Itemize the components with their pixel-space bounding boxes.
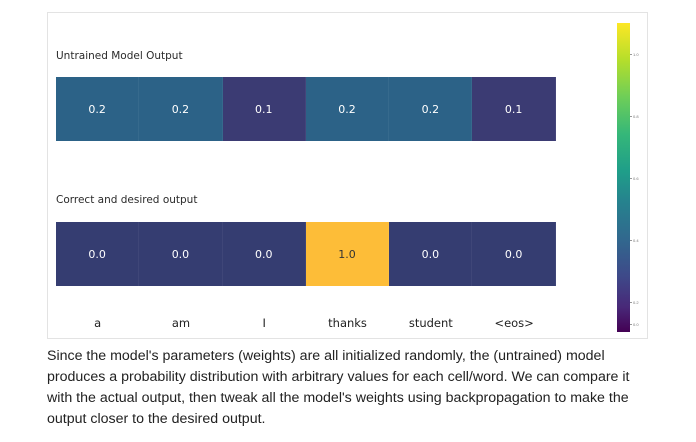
untrained-cell-am: 0.2 bbox=[139, 77, 223, 141]
token-label-thanks: thanks bbox=[328, 316, 367, 330]
colorbar-tick-4: 0.2 bbox=[630, 300, 639, 305]
desired-cell-a: 0.0 bbox=[56, 222, 140, 286]
untrained-cell-student: 0.2 bbox=[389, 77, 473, 141]
untrained-cell-thanks: 0.2 bbox=[305, 77, 390, 141]
untrained-cell-a: 0.2 bbox=[56, 77, 140, 141]
colorbar-tick-3: 0.4 bbox=[630, 238, 639, 243]
desired-output-label: Correct and desired output bbox=[56, 194, 198, 206]
untrained-output-label: Untrained Model Output bbox=[56, 50, 183, 62]
figure-caption: Since the model's parameters (weights) a… bbox=[47, 348, 630, 427]
desired-cell-am: 0.0 bbox=[139, 222, 223, 286]
colorbar-tick-2: 0.6 bbox=[630, 176, 639, 181]
colorbar-tick-0: 1.0 bbox=[630, 52, 639, 57]
untrained-cell-i: 0.1 bbox=[222, 77, 306, 141]
desired-cell-student: 0.0 bbox=[389, 222, 473, 286]
colorbar-tick-5: 0.0 bbox=[630, 322, 639, 327]
token-label-eos: <eos> bbox=[494, 316, 534, 330]
token-label-student: student bbox=[408, 316, 453, 330]
token-label-a: a bbox=[94, 316, 102, 330]
desired-output-row: 0.0 0.0 0.0 1.0 0.0 0.0 bbox=[56, 222, 556, 286]
token-axis: a am I thanks student <eos> bbox=[56, 316, 556, 330]
colorbar bbox=[617, 23, 630, 332]
token-label-am: am bbox=[171, 316, 191, 330]
untrained-output-row: 0.2 0.2 0.1 0.2 0.2 0.1 bbox=[56, 77, 556, 141]
desired-cell-i: 0.0 bbox=[222, 222, 306, 286]
token-label-i: I bbox=[262, 316, 266, 330]
desired-cell-eos: 0.0 bbox=[472, 222, 556, 286]
untrained-cell-eos: 0.1 bbox=[472, 77, 556, 141]
colorbar-tick-1: 0.8 bbox=[630, 114, 639, 119]
desired-cell-thanks: 1.0 bbox=[305, 222, 390, 286]
